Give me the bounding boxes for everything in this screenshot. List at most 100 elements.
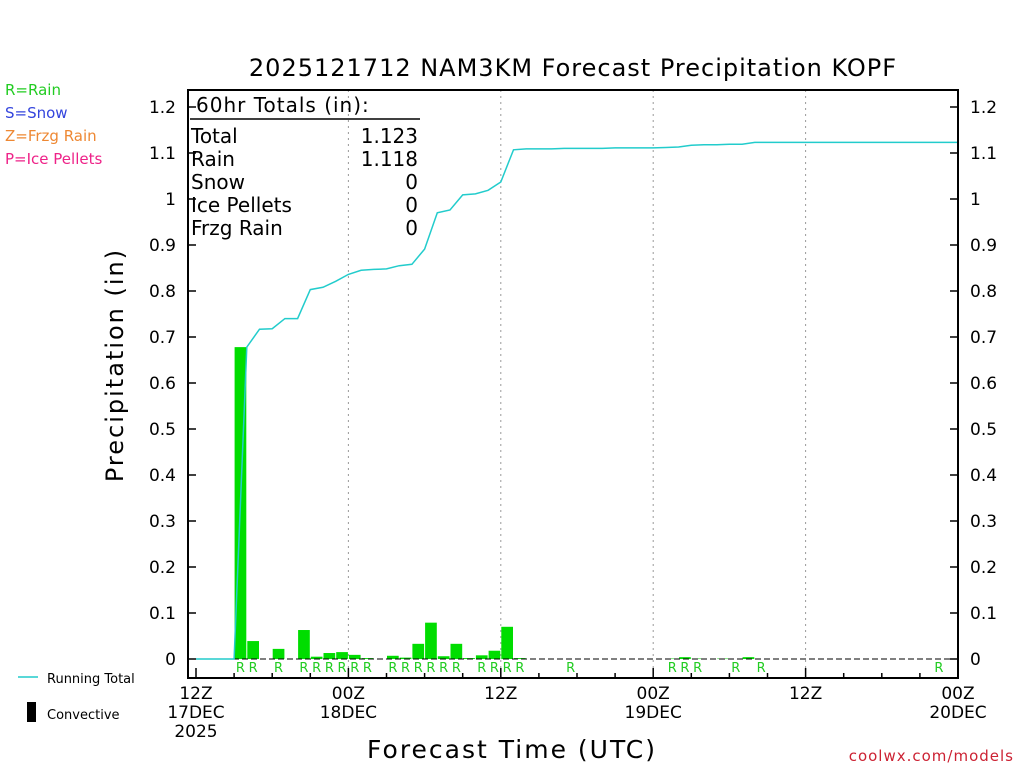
precip-type-marker: R [426,661,435,676]
convective-legend-swatch [27,702,36,722]
precip-bar [742,657,755,659]
totals-row-label: Total [190,124,238,148]
y-tick-label-right: 0.8 [970,282,997,302]
x-tick-label: 2025 [174,722,217,742]
y-tick-label-right: 0.5 [970,420,997,440]
credit-text: coolwx.com/models [849,747,1014,765]
running-total-legend-label: Running Total [47,672,135,687]
legend-snow: S=Snow [5,104,68,122]
precip-bar [666,658,679,660]
x-tick-label: 20DEC [929,703,986,723]
totals-row-label: Rain [191,147,235,171]
precip-type-marker: R [274,661,283,676]
hourly-bars [234,347,755,660]
precip-type-marker: R [401,661,410,676]
precip-type-marker: R [668,661,677,676]
y-tick-label-left: 0.1 [149,604,176,624]
convective-legend-label: Convective [47,708,120,723]
y-tick-label-right: 1 [970,190,981,210]
precip-type-marker: R [693,661,702,676]
y-tick-label-right: 0.4 [970,466,997,486]
x-tick-label: 12Z [789,684,822,704]
precip-bar [272,648,285,659]
precip-type-marker: R [757,661,766,676]
precip-type-marker: R [325,661,334,676]
precip-bar [514,658,526,659]
precip-type-marker: R [515,661,524,676]
x-tick-label: 12Z [484,684,517,704]
y-tick-label-right: 1.1 [970,144,997,164]
precip-type-marker: R [477,661,486,676]
precip-type-marker: R [236,661,245,676]
legend-frzg-rain: Z=Frzg Rain [5,127,97,145]
totals-row-label: Snow [191,170,245,194]
totals-row-value: 1.123 [361,124,418,148]
precip-type-marker: R [439,661,448,676]
y-tick-label-left: 0 [165,650,176,670]
y-axis-right: 0 0.1 0.2 0.3 0.4 0.5 0.6 0.7 0.8 0.9 1 1.1 1.2 [950,98,997,670]
y-tick-label-left: 0.5 [149,420,176,440]
precip-type-marker: R [312,661,321,676]
precip-type-marker: R [452,661,461,676]
plot-frame [187,89,959,679]
legend-rain: R=Rain [5,81,61,99]
x-tick-label: 17DEC [167,703,224,723]
precip-type-marker: R [680,661,689,676]
precip-bar [387,655,399,659]
y-tick-label-left: 0.6 [149,374,176,394]
precip-type-marker: R [490,661,499,676]
y-tick-label-left: 1.2 [149,98,176,118]
y-axis-label: Precipitation (in) [101,248,129,482]
y-tick-label-left: 1.1 [149,144,176,164]
precip-bar [361,658,374,659]
x-tick-label: 00Z [637,684,670,704]
precip-type-marker: R [350,661,359,676]
precip-bar [298,630,310,659]
precip-type-marker: R [934,661,943,676]
totals-row-label: Frzg Rain [191,216,283,240]
precip-bar [412,643,425,659]
y-tick-label-left: 0.9 [149,236,176,256]
totals-row-value: 0 [405,193,418,217]
running-total-line [196,141,958,660]
y-tick-label-left: 0.4 [149,466,176,486]
precip-type-marker: R [388,661,397,676]
y-tick-label-right: 0.1 [970,604,997,624]
precip-bar [247,641,259,659]
y-tick-label-left: 0.8 [149,282,176,302]
y-tick-label-right: 0.6 [970,374,997,394]
precip-bar [437,656,450,659]
y-tick-label-left: 1 [165,190,176,210]
x-tick-label: 00Z [332,684,365,704]
series-legend: Running Total Convective [18,672,135,723]
y-tick-label-right: 0.3 [970,512,997,532]
precip-type-marker: R [363,661,372,676]
y-axis-left: 0 0.1 0.2 0.3 0.4 0.5 0.6 0.7 0.8 0.9 1 1.1 1.2 [149,98,196,670]
totals-row-value: 0 [405,170,418,194]
precip-bar [501,626,513,659]
x-tick-label: 18DEC [320,703,377,723]
x-axis-label: Forecast Time (UTC) [367,735,657,764]
precip-type-legend: R=Rain S=Snow Z=Frzg Rain P=Ice Pellets [5,81,102,168]
precip-type-marker: R [731,661,740,676]
gridlines [347,90,807,678]
precip-bar [450,643,463,659]
x-tick-label: 00Z [941,684,974,704]
precip-bar [488,650,501,659]
precip-bar [310,656,323,659]
totals-row-value: 1.118 [361,147,418,171]
precip-type-marker: R [249,661,258,676]
y-tick-label-right: 0.9 [970,236,997,256]
precip-bar [323,653,336,659]
y-tick-label-left: 0.7 [149,328,176,348]
precip-bar [475,655,488,659]
totals-box: 60hr Totals (in): Total 1.123 Rain 1.118… [190,93,420,240]
y-tick-label-left: 0.2 [149,558,176,578]
precip-bar [679,657,691,659]
x-tick-label: 19DEC [625,703,682,723]
precip-bar [425,622,437,659]
chart-title: 2025121712 NAM3KM Forecast Precipitation… [249,54,897,82]
precip-bar [336,652,348,659]
